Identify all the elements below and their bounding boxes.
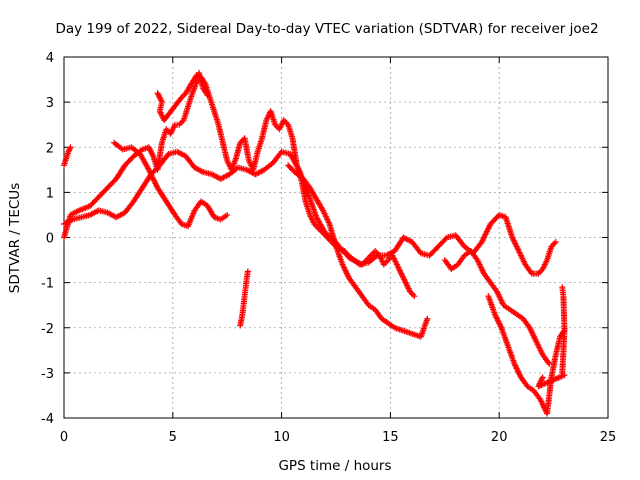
trace-j-point [539,374,546,381]
y-axis-label: SDTVAR / TECUs [7,183,23,293]
x-tick-label: 25 [600,430,617,445]
x-tick-label: 20 [491,430,508,445]
y-tick-label: 2 [46,141,54,156]
trace-d-point [289,166,296,173]
trace-e-point [546,360,553,367]
y-tick-label: 1 [46,186,54,201]
y-tick-label: -3 [41,367,54,382]
y-tick-label: -1 [41,277,54,292]
trace-g-point [67,144,74,151]
y-tick-label: 0 [46,232,54,247]
trace-d-point [285,162,292,169]
trace-i-point [203,91,210,98]
trace-h-point [244,268,251,275]
trace-a-point [411,293,418,300]
y-tick-label: -4 [41,412,54,427]
trace-d-point [286,163,293,170]
trace-d-point [287,165,294,172]
x-axis-label: GPS time / hours [278,458,391,474]
x-tick-label: 15 [382,430,399,445]
trace-i-point [204,92,211,99]
y-tick-label: 4 [46,51,54,66]
trace-c-point [224,211,231,218]
x-tick-label: 10 [273,430,290,445]
x-tick-label: 5 [169,430,177,445]
chart-title: Day 199 of 2022, Sidereal Day-to-day VTE… [55,21,598,37]
trace-b-point [552,239,559,246]
axis-ticks: 0 5 10 15 20 25 -4 -3 -2 -1 0 1 2 3 4 [41,51,616,445]
x-tick-label: 0 [60,430,68,445]
data-points [61,69,568,417]
grid [64,57,608,418]
y-tick-label: -2 [41,322,54,337]
trace-d-point [424,315,431,322]
y-tick-label: 3 [46,96,54,111]
